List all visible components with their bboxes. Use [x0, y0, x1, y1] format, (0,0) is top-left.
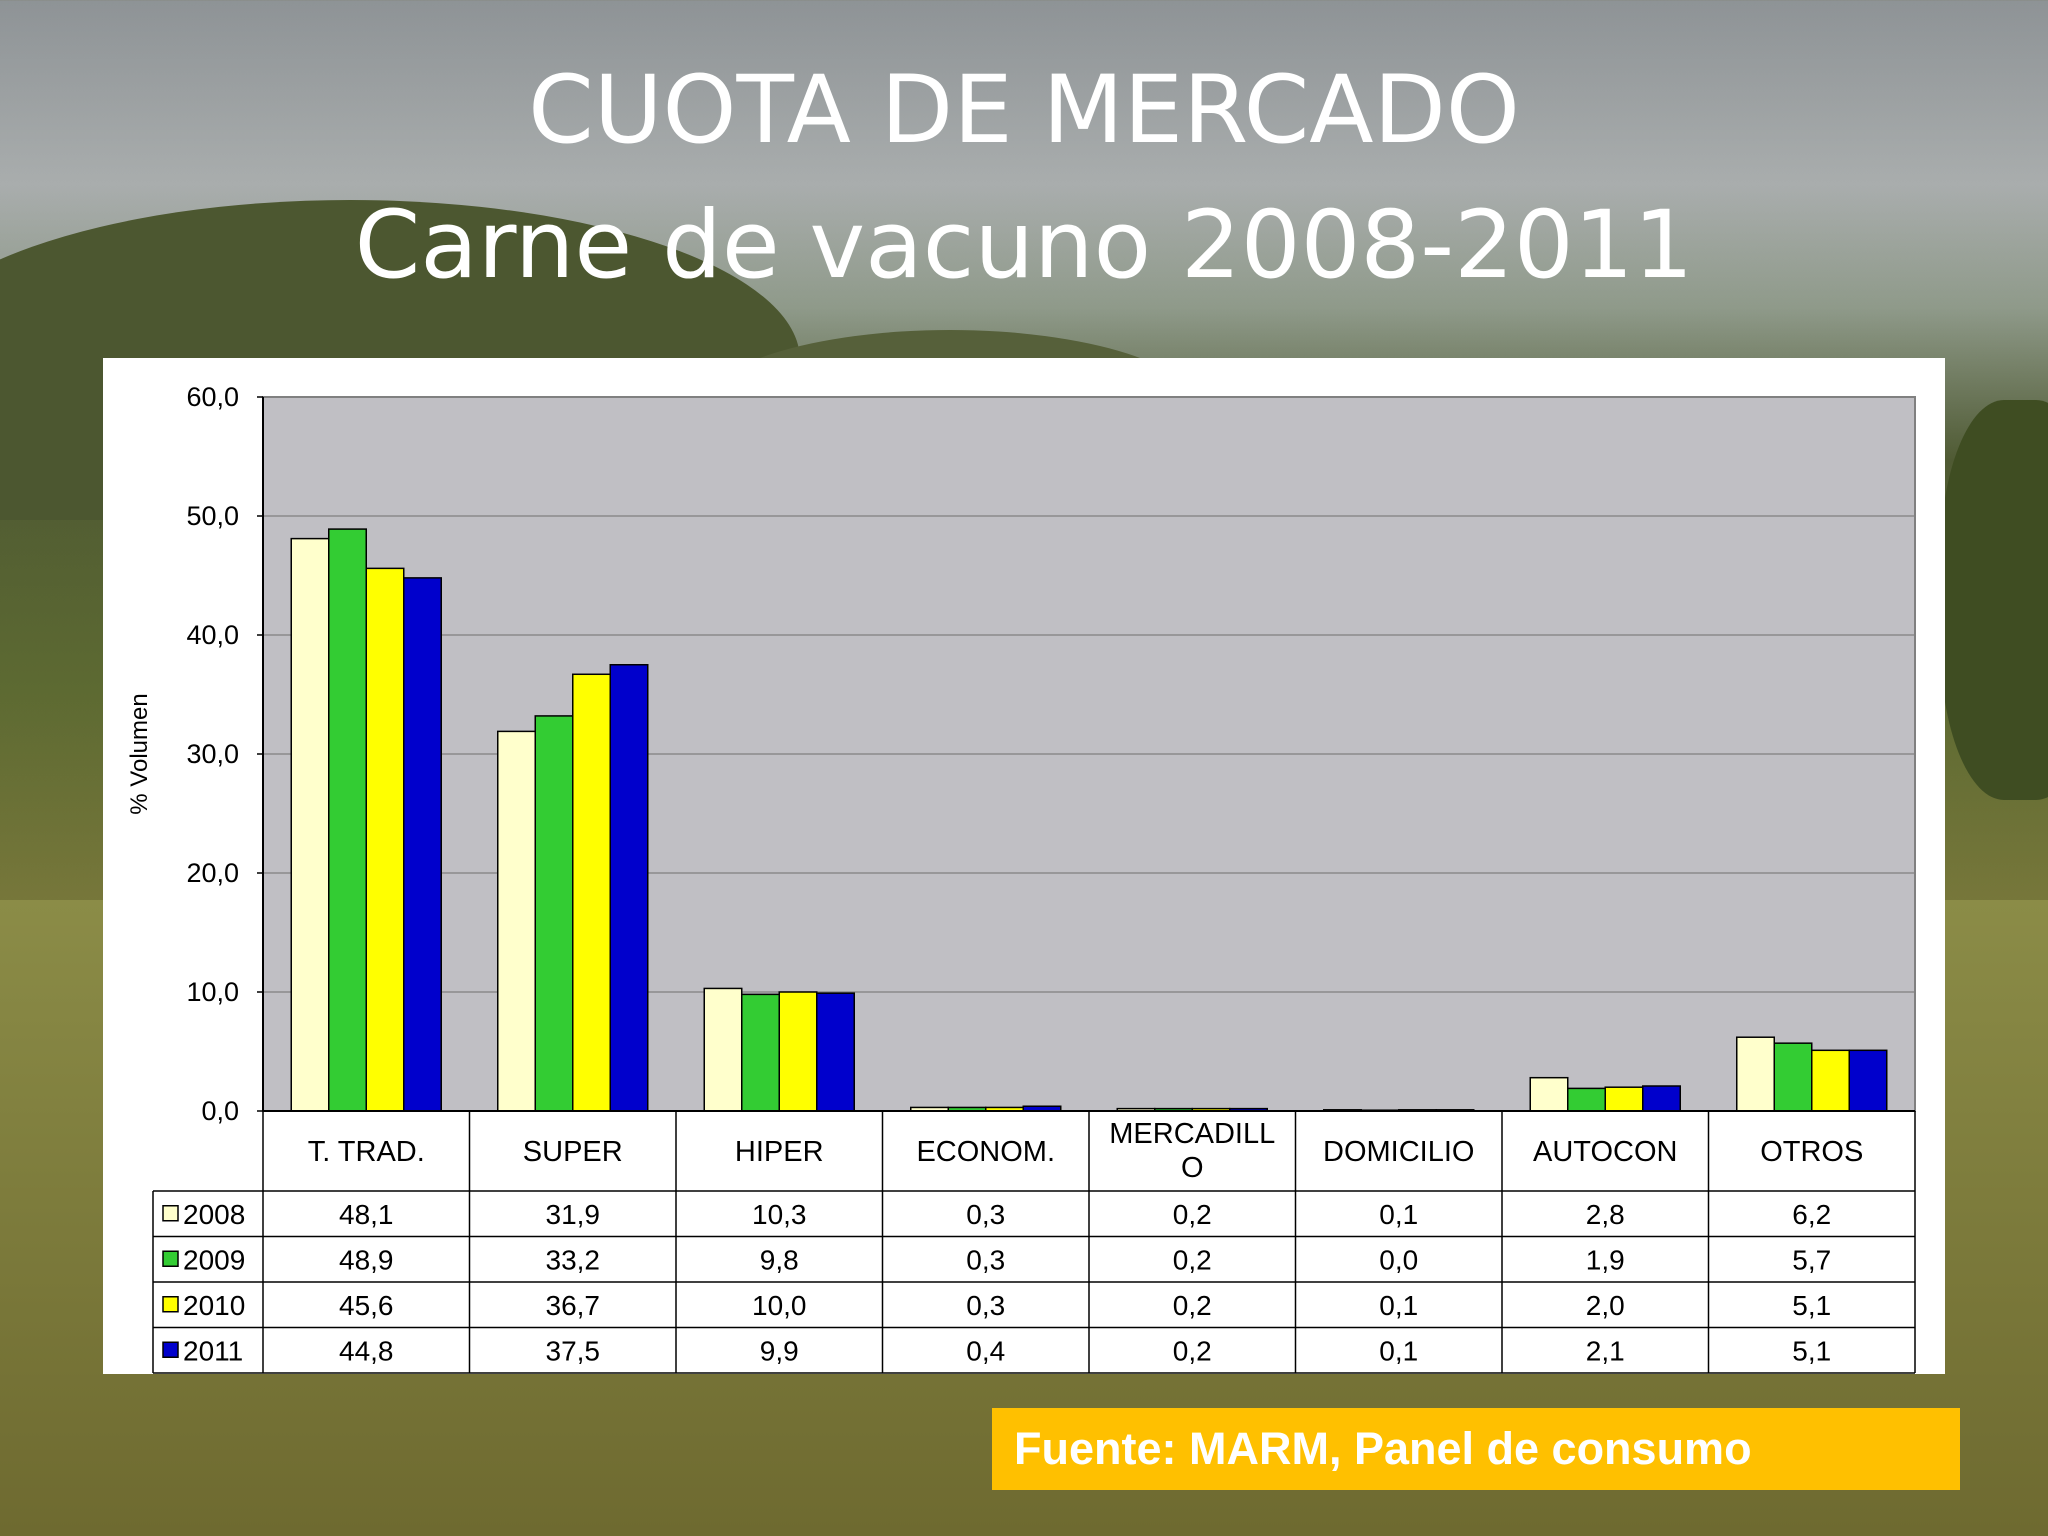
background-trees [1940, 400, 2048, 800]
bar-2011 [1848, 1049, 1888, 1112]
bar-2008 [497, 730, 536, 1112]
bar-2008 [1529, 1076, 1569, 1112]
x-category-label: ECONOM. [916, 1136, 1055, 1168]
legend-swatch-2011 [162, 1341, 179, 1358]
y-tick-label: 10,0 [186, 977, 239, 1007]
legend-label: 2008 [183, 1199, 245, 1230]
x-category-label: MERCADILL [1109, 1118, 1275, 1150]
x-category-label: T. TRAD. [308, 1136, 425, 1168]
data-label: 9,8 [760, 1244, 799, 1275]
y-tick-label: 60,0 [186, 382, 239, 412]
data-label: 10,0 [752, 1290, 807, 1321]
chart-panel: 0,0 10,0 20,0 30,0 40,0 50,0 60,0 % Volumen T. T… [103, 358, 1945, 1374]
data-label: 37,5 [546, 1335, 601, 1366]
bar-2010 [1604, 1086, 1644, 1112]
data-label: 33,2 [546, 1244, 601, 1275]
y-tick-label: 0,0 [201, 1096, 239, 1126]
bar-2009 [328, 528, 367, 1112]
y-axis-label: % Volumen [126, 693, 153, 814]
data-label: 6,2 [1792, 1199, 1831, 1230]
data-label: 48,9 [339, 1244, 394, 1275]
bar-2010 [365, 567, 405, 1112]
data-label: 36,7 [546, 1290, 601, 1321]
bar-2009 [1773, 1042, 1813, 1112]
slide-title: CUOTA DE MERCADO [528, 56, 1520, 165]
data-label: 0,2 [1173, 1335, 1212, 1366]
data-label: 48,1 [339, 1199, 394, 1230]
y-tick-label: 40,0 [186, 620, 239, 650]
data-label: 5,1 [1792, 1335, 1831, 1366]
data-label: 0,4 [966, 1335, 1005, 1366]
data-label: 0,3 [966, 1244, 1005, 1275]
bar-2011 [609, 664, 649, 1112]
x-category-label: O [1181, 1152, 1204, 1184]
data-label: 0,1 [1379, 1335, 1418, 1366]
data-label: 1,9 [1586, 1244, 1625, 1275]
bar-2010 [778, 991, 818, 1112]
bar-2010 [572, 673, 611, 1112]
bar-2009 [741, 993, 780, 1112]
x-category-label: AUTOCON [1533, 1136, 1677, 1168]
bar-chart: 0,0 10,0 20,0 30,0 40,0 50,0 60,0 % Volumen T. T… [126, 382, 1916, 1374]
legend-swatch-2009 [162, 1250, 179, 1267]
data-label: 31,9 [546, 1199, 601, 1230]
data-label: 9,9 [760, 1335, 799, 1366]
data-label: 0,0 [1379, 1244, 1418, 1275]
y-tick-label: 30,0 [186, 739, 239, 769]
data-label: 0,2 [1173, 1244, 1212, 1275]
bar-2008 [1736, 1036, 1775, 1112]
bar-2010 [1811, 1049, 1850, 1112]
legend-swatch-2010 [162, 1296, 179, 1313]
legend-label: 2010 [183, 1290, 245, 1321]
bar-2008 [703, 987, 743, 1112]
data-label: 44,8 [339, 1335, 394, 1366]
data-label: 0,3 [966, 1290, 1005, 1321]
x-category-label: HIPER [735, 1136, 824, 1168]
x-category-label: OTROS [1760, 1136, 1863, 1168]
data-label: 5,1 [1792, 1290, 1831, 1321]
bar-2011 [1642, 1085, 1681, 1112]
data-label: 45,6 [339, 1290, 394, 1321]
legend-label: 2011 [183, 1335, 243, 1366]
x-category-label: SUPER [523, 1136, 623, 1168]
data-label: 5,7 [1792, 1244, 1831, 1275]
legend-swatch-2008 [162, 1205, 179, 1222]
data-label: 0,2 [1173, 1199, 1212, 1230]
legend-label: 2009 [183, 1244, 245, 1275]
data-label: 0,2 [1173, 1290, 1212, 1321]
source-note: Fuente: MARM, Panel de consumo [992, 1408, 1960, 1490]
x-category-label: DOMICILIO [1323, 1136, 1474, 1168]
y-tick-label: 50,0 [186, 501, 239, 531]
bar-2008 [290, 537, 330, 1112]
data-label: 2,0 [1586, 1290, 1625, 1321]
bar-2009 [1567, 1087, 1606, 1112]
data-label: 2,1 [1586, 1335, 1625, 1366]
data-label: 0,1 [1379, 1199, 1418, 1230]
slide-subtitle: Carne de vacuno 2008-2011 [354, 191, 1694, 300]
data-label: 0,1 [1379, 1290, 1418, 1321]
bar-2011 [816, 992, 855, 1112]
bar-2009 [534, 715, 574, 1112]
bar-2011 [403, 577, 442, 1112]
data-label: 2,8 [1586, 1199, 1625, 1230]
data-label: 10,3 [752, 1199, 807, 1230]
y-tick-label: 20,0 [186, 858, 239, 888]
data-label: 0,3 [966, 1199, 1005, 1230]
